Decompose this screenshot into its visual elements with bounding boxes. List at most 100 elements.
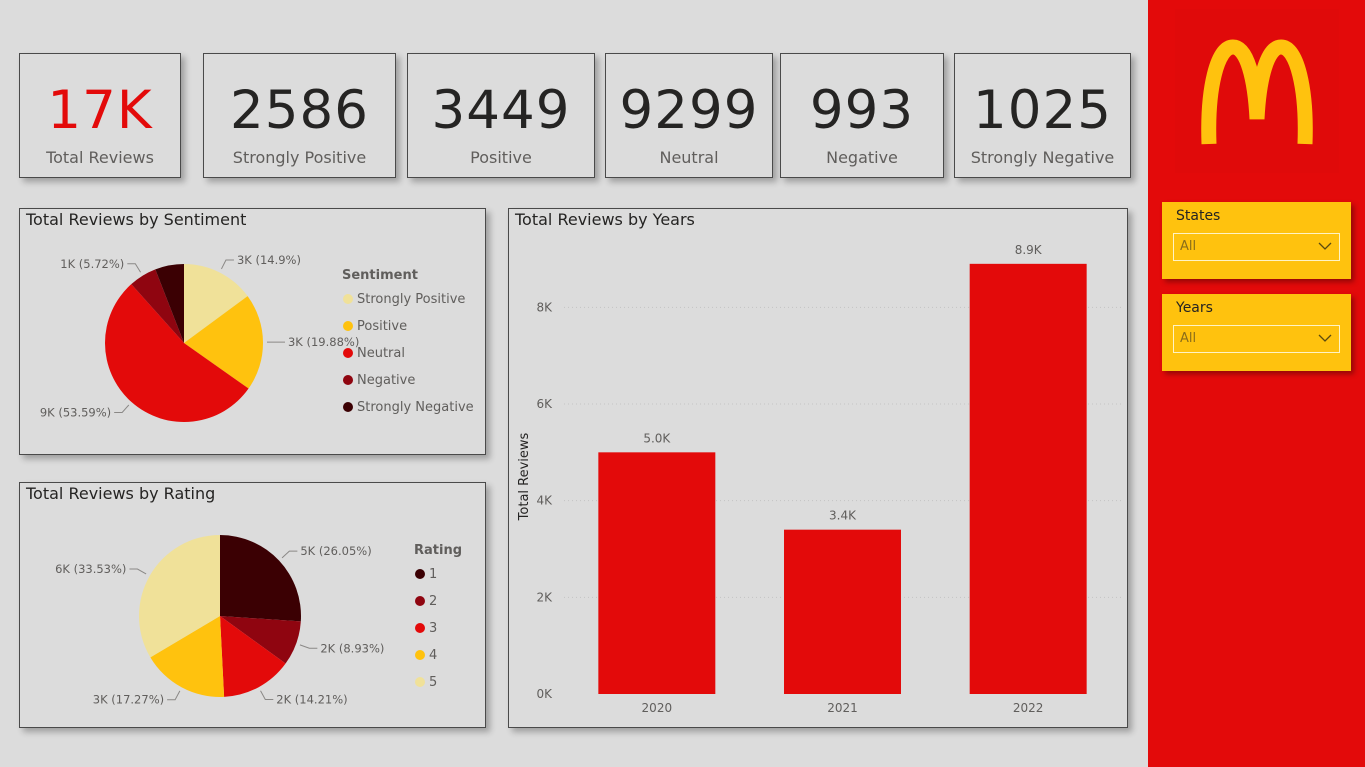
x-tick-label: 2022 bbox=[1013, 701, 1044, 715]
legend-label: Negative bbox=[357, 373, 415, 388]
legend-label: 1 bbox=[429, 567, 437, 582]
legend-title: Sentiment bbox=[342, 268, 418, 283]
mcdonalds-arches-logo bbox=[1175, 9, 1339, 173]
legend-label: Positive bbox=[357, 319, 407, 334]
sentiment-chart-title: Total Reviews by Sentiment bbox=[26, 210, 247, 229]
y-tick-label: 0K bbox=[536, 687, 553, 701]
pie-slice-positive bbox=[184, 296, 263, 389]
slice-leader-line bbox=[127, 263, 141, 273]
legend-label: Neutral bbox=[357, 346, 405, 361]
legend-marker bbox=[343, 294, 353, 304]
slice-data-label: 2K (14.21%) bbox=[276, 693, 347, 707]
legend-label: 5 bbox=[429, 675, 437, 690]
x-tick-label: 2020 bbox=[642, 701, 673, 715]
rating-pie-panel: Total Reviews by Rating 5K (26.05%) 2K (8… bbox=[19, 482, 486, 728]
arches-icon bbox=[1201, 39, 1313, 145]
kpi-value: 9299 bbox=[619, 80, 759, 141]
pie-slice-5 bbox=[139, 535, 220, 658]
bar-data-label: 8.9K bbox=[1015, 243, 1043, 257]
slice-leader-line bbox=[221, 259, 234, 270]
legend-marker bbox=[415, 623, 425, 633]
legend-marker bbox=[415, 677, 425, 687]
bar-2020 bbox=[598, 452, 716, 694]
legend-marker bbox=[415, 569, 425, 579]
years-slicer-title: Years bbox=[1176, 300, 1213, 316]
slice-data-label: 3K (14.9%) bbox=[237, 253, 301, 267]
chevron-down-icon bbox=[1318, 334, 1332, 342]
legend-marker bbox=[415, 650, 425, 660]
slice-data-label: 5K (26.05%) bbox=[300, 544, 371, 558]
kpi-label: Strongly Positive bbox=[232, 148, 367, 167]
kpi-negative: 993 Negative bbox=[780, 53, 944, 178]
kpi-label: Negative bbox=[826, 148, 898, 167]
states-dropdown[interactable]: All bbox=[1173, 233, 1340, 261]
y-axis-label: Total Reviews bbox=[517, 432, 532, 521]
legend-label: 4 bbox=[429, 648, 437, 663]
bar-data-label: 5.0K bbox=[643, 431, 671, 445]
pie-slice-1 bbox=[220, 535, 301, 622]
kpi-value: 2586 bbox=[230, 80, 369, 141]
kpi-label: Total Reviews bbox=[46, 148, 154, 167]
slice-data-label: 9K (53.59%) bbox=[40, 405, 111, 419]
legend-label: Strongly Positive bbox=[357, 292, 465, 307]
legend-marker bbox=[343, 375, 353, 385]
kpi-value: 3449 bbox=[431, 80, 571, 141]
slice-leader-line bbox=[299, 644, 318, 649]
slice-data-label: 6K (33.53%) bbox=[55, 562, 126, 576]
legend-marker bbox=[415, 596, 425, 606]
slice-data-label: 3K (19.88%) bbox=[288, 335, 359, 349]
kpi-label: Positive bbox=[470, 148, 532, 167]
chevron-down-icon bbox=[1318, 242, 1332, 250]
years-selected-value: All bbox=[1180, 331, 1197, 346]
pie-slice-4 bbox=[150, 616, 225, 697]
x-tick-label: 2021 bbox=[827, 701, 858, 715]
years-bar-panel: Total Reviews by Years 0K 2K 4K 6K 8K Total R… bbox=[508, 208, 1128, 728]
slice-data-label: 2K (8.93%) bbox=[320, 641, 384, 655]
slice-leader-line bbox=[129, 568, 147, 575]
states-slicer-title: States bbox=[1176, 208, 1221, 224]
legend-marker bbox=[343, 402, 353, 412]
kpi-positive: 3449 Positive bbox=[407, 53, 595, 178]
years-bar-chart: 0K 2K 4K 6K 8K Total Reviews 5.0K 2020 3.4K 2021 8… bbox=[517, 243, 1121, 715]
legend-marker bbox=[343, 321, 353, 331]
y-tick-label: 6K bbox=[536, 397, 553, 411]
rating-pie-chart: 5K (26.05%) 2K (8.93%) 2K (14.21%) 3K (17.2… bbox=[55, 535, 462, 707]
years-chart-title: Total Reviews by Years bbox=[515, 210, 695, 229]
states-selected-value: All bbox=[1180, 239, 1197, 254]
y-tick-label: 8K bbox=[536, 300, 553, 314]
slice-data-label: 1K (5.72%) bbox=[60, 257, 124, 271]
legend-label: 3 bbox=[429, 621, 437, 636]
sentiment-pie-chart: 3K (14.9%) 3K (19.88%) 9K (53.59%) 1K (5.72… bbox=[40, 253, 474, 422]
pie-slice-2 bbox=[220, 616, 301, 664]
kpi-label: Strongly Negative bbox=[970, 148, 1115, 167]
kpi-neutral: 9299 Neutral bbox=[605, 53, 773, 178]
pie-slice-3 bbox=[220, 616, 286, 697]
kpi-value: 1025 bbox=[973, 80, 1112, 141]
kpi-total-reviews: 17K Total Reviews bbox=[19, 53, 181, 178]
pie-slice-neutral bbox=[104, 284, 249, 422]
years-dropdown[interactable]: All bbox=[1173, 325, 1340, 353]
pie-slice-strongly-positive bbox=[184, 264, 248, 343]
pie-slice-strongly-negative bbox=[155, 264, 184, 343]
slice-data-label: 3K (17.27%) bbox=[93, 693, 164, 707]
bar-2022 bbox=[969, 263, 1087, 694]
sentiment-pie-panel: Total Reviews by Sentiment 3K (14.9%) 3K … bbox=[19, 208, 486, 455]
pie-slice-negative bbox=[131, 269, 184, 343]
kpi-strongly-negative: 1025 Strongly Negative bbox=[954, 53, 1131, 178]
bar-data-label: 3.4K bbox=[829, 509, 857, 523]
kpi-label: Neutral bbox=[659, 148, 719, 167]
kpi-value: 17K bbox=[47, 80, 153, 141]
kpi-value: 993 bbox=[809, 80, 915, 141]
kpi-strongly-positive: 2586 Strongly Positive bbox=[203, 53, 396, 178]
legend-title: Rating bbox=[414, 543, 462, 558]
legend-label: Strongly Negative bbox=[357, 400, 474, 415]
legend-label: 2 bbox=[429, 594, 437, 609]
rating-chart-title: Total Reviews by Rating bbox=[26, 484, 216, 503]
slice-leader-line bbox=[260, 690, 274, 701]
legend-marker bbox=[343, 348, 353, 358]
bar-2021 bbox=[784, 529, 901, 694]
slice-leader-line bbox=[167, 690, 181, 701]
y-tick-label: 2K bbox=[536, 590, 553, 604]
states-slicer: States All bbox=[1162, 202, 1351, 279]
slice-leader-line bbox=[114, 404, 130, 413]
